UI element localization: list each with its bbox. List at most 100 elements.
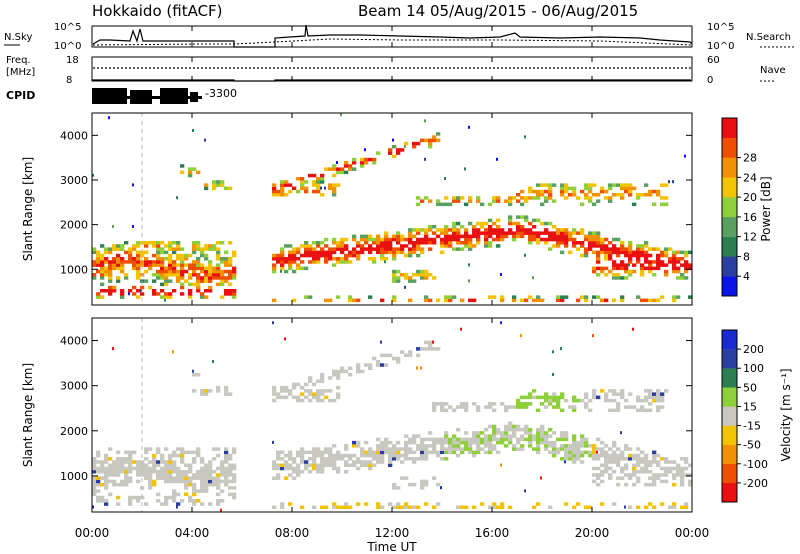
data-cell — [636, 457, 641, 461]
data-cell — [404, 273, 409, 277]
data-cell — [504, 231, 509, 235]
data-cell — [648, 253, 653, 258]
data-cell — [168, 495, 173, 500]
data-cell — [320, 450, 325, 455]
data-cell — [224, 450, 229, 455]
data-cell — [420, 440, 425, 445]
colorbar-tick-label: 50 — [743, 381, 757, 394]
data-cell — [468, 279, 470, 283]
data-cell — [112, 466, 117, 471]
data-cell — [592, 334, 594, 338]
data-cell — [132, 292, 137, 296]
data-cell — [92, 469, 97, 474]
data-cell — [616, 447, 621, 451]
data-cell — [228, 466, 233, 471]
data-cell — [220, 508, 222, 512]
data-cell — [660, 502, 665, 506]
data-cell — [320, 180, 325, 184]
data-cell — [376, 460, 381, 464]
data-cell — [188, 466, 193, 471]
data-cell — [668, 260, 673, 264]
data-cell — [572, 405, 577, 409]
data-cell — [184, 257, 189, 261]
data-cell — [632, 405, 637, 409]
data-cell — [432, 408, 437, 413]
data-cell — [348, 164, 353, 168]
data-cell — [536, 241, 541, 245]
data-cell — [676, 269, 681, 274]
data-cell — [180, 260, 185, 264]
data-cell — [584, 193, 589, 197]
data-cell — [132, 460, 137, 464]
data-cell — [324, 447, 329, 451]
data-cell — [600, 389, 605, 393]
data-cell — [168, 295, 173, 299]
data-cell — [456, 199, 461, 203]
data-cell — [412, 450, 417, 455]
data-cell — [544, 199, 549, 203]
data-cell — [288, 189, 293, 194]
data-cell — [160, 460, 165, 464]
data-cell — [104, 486, 109, 490]
data-cell — [456, 405, 461, 409]
colorbar-swatch — [722, 463, 737, 484]
data-cell — [444, 234, 449, 239]
data-cell — [136, 495, 141, 500]
data-cell — [124, 460, 129, 464]
data-cell — [172, 476, 177, 480]
data-cell — [648, 463, 653, 468]
data-cell — [332, 460, 337, 464]
data-cell — [588, 189, 593, 194]
data-cell — [292, 382, 297, 387]
data-cell — [520, 402, 525, 406]
data-cell — [644, 250, 649, 255]
data-cell — [136, 460, 141, 464]
data-cell — [636, 447, 641, 451]
data-cell — [516, 447, 521, 451]
data-cell — [232, 463, 237, 468]
data-cell — [592, 250, 597, 255]
data-cell — [156, 463, 161, 468]
data-cell — [528, 402, 533, 406]
data-cell — [416, 237, 421, 242]
data-cell — [660, 473, 665, 477]
data-cell — [328, 247, 333, 251]
data-cell — [588, 444, 593, 448]
data-cell — [368, 234, 373, 239]
data-cell — [656, 189, 661, 194]
data-cell — [120, 466, 125, 471]
data-cell — [400, 350, 405, 354]
data-cell — [488, 434, 493, 438]
data-cell — [408, 450, 413, 455]
data-cell — [232, 276, 237, 280]
data-cell — [556, 241, 561, 245]
data-cell — [112, 263, 117, 267]
data-cell — [628, 257, 633, 261]
data-cell — [372, 161, 377, 165]
data-cell — [400, 250, 405, 255]
data-cell — [524, 199, 529, 203]
data-cell — [368, 463, 373, 468]
freq-nave-panel: Freq. [MHz] 18 8 60 0 Nave — [6, 55, 786, 86]
data-cell — [224, 469, 229, 474]
data-cell — [460, 196, 465, 200]
data-cell — [200, 247, 205, 251]
data-cell — [340, 453, 345, 458]
data-cell — [620, 395, 625, 400]
data-cell — [652, 266, 657, 271]
data-cell — [492, 402, 497, 406]
data-cell — [176, 244, 181, 248]
data-cell — [496, 231, 501, 235]
data-cell — [664, 247, 669, 251]
data-cell — [676, 466, 681, 471]
data-cell — [152, 463, 157, 468]
data-cell — [616, 408, 621, 413]
data-cell — [452, 408, 457, 413]
data-cell — [308, 247, 313, 251]
data-cell — [336, 241, 341, 245]
data-cell — [632, 453, 637, 458]
data-cell — [132, 260, 137, 264]
data-cell — [544, 189, 549, 194]
data-cell — [548, 247, 553, 251]
nave-tick-top: 60 — [707, 55, 720, 66]
